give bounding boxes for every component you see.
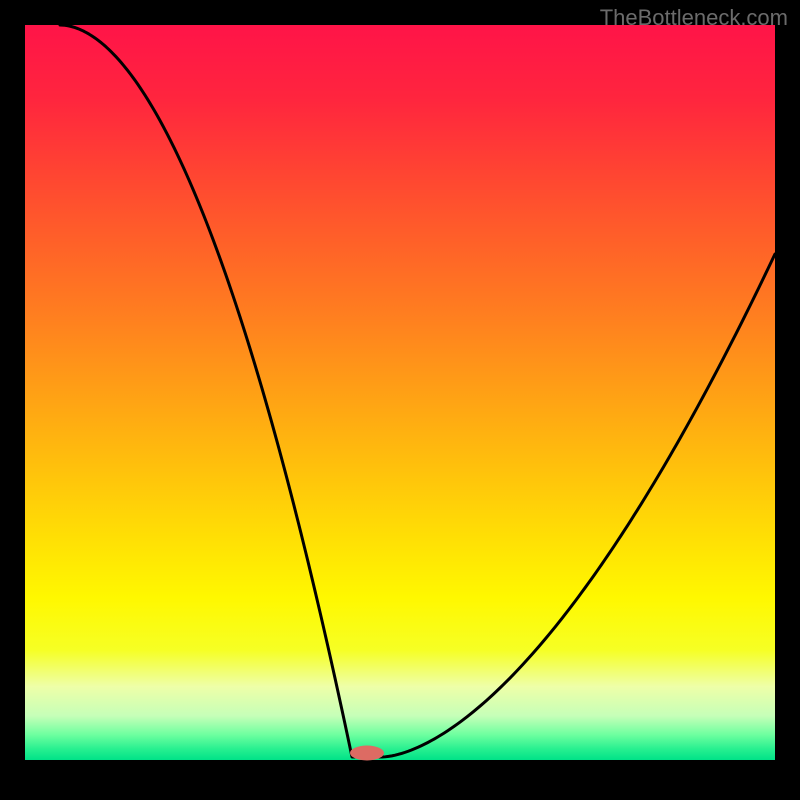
bottleneck-curve-chart	[0, 0, 800, 800]
optimal-point-marker	[350, 746, 384, 761]
watermark-label: TheBottleneck.com	[600, 5, 788, 31]
performance-curve	[60, 25, 775, 757]
